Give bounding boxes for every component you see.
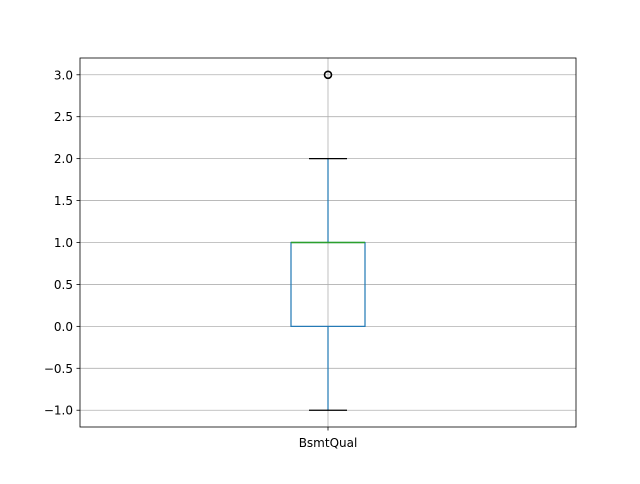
- y-tick-label: 1.0: [54, 236, 73, 250]
- y-tick-label: 2.5: [54, 110, 73, 124]
- y-tick-label: 0.0: [54, 320, 73, 334]
- outlier-point: [323, 70, 333, 80]
- y-tick-label: 3.0: [54, 68, 73, 82]
- x-tick-label: BsmtQual: [299, 436, 358, 450]
- y-tick-label: −0.5: [44, 362, 73, 376]
- box-layer: [290, 70, 366, 411]
- ticks-layer: −1.0 −0.5 0.0 0.5 1.0 1.5 2.0 2.5 3.0 BsmtQual: [44, 68, 357, 450]
- y-tick-label: −1.0: [44, 404, 73, 418]
- y-tick-label: 0.5: [54, 278, 73, 292]
- y-tick-label: 1.5: [54, 194, 73, 208]
- y-tick-label: 2.0: [54, 152, 73, 166]
